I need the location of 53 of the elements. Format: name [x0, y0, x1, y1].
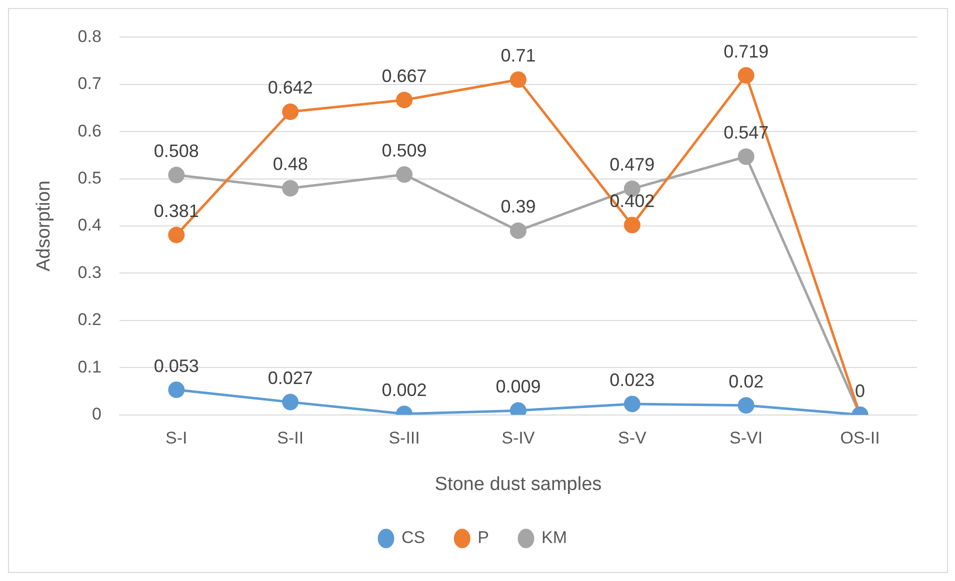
y-tick-label: 0.2 [78, 310, 102, 330]
y-tick-label: 0.6 [78, 121, 102, 140]
legend-label: CS [402, 528, 426, 548]
data-label: 0.02 [728, 371, 764, 392]
x-tick-label: S-IV [502, 428, 536, 448]
y-tick-label: 0.3 [78, 262, 102, 282]
legend-label: KM [541, 528, 567, 548]
point [282, 180, 299, 196]
data-label: 0.508 [154, 140, 199, 161]
data-label: 0.39 [500, 196, 536, 217]
x-tick-label: S-III [388, 428, 420, 448]
data-label: 0.053 [154, 356, 199, 376]
data-label: 0.48 [272, 154, 308, 174]
x-axis-title: Stone dust samples [434, 474, 602, 495]
y-tick-label: 0.4 [78, 216, 102, 235]
data-label: 0.027 [268, 368, 313, 388]
y-tick-label: 0.8 [78, 26, 102, 46]
point [738, 397, 754, 414]
point [282, 394, 299, 410]
y-tick-label: 0.7 [78, 74, 102, 94]
y-tick-label: 0.5 [78, 168, 102, 188]
data-label: 0.509 [382, 140, 427, 161]
point [624, 216, 640, 234]
point [510, 71, 526, 88]
data-label: 0.719 [724, 41, 769, 62]
x-tick-label: S-VI [730, 428, 763, 448]
data-label: 0.642 [268, 78, 313, 98]
y-tick-label: 0.1 [78, 357, 102, 376]
point [396, 92, 413, 108]
y-axis-title: Adsorption [34, 180, 55, 272]
data-label: 0.71 [500, 46, 536, 66]
data-label: 0.381 [154, 200, 199, 221]
x-tick-label: OS-II [840, 428, 880, 448]
point [510, 222, 526, 239]
x-tick-label: S-V [618, 428, 647, 448]
data-label: 0.479 [610, 154, 655, 175]
point [282, 104, 299, 120]
data-label: 0.023 [610, 370, 655, 390]
x-tick-label: S-I [166, 428, 188, 448]
point [168, 166, 185, 184]
x-tick-label: S-II [277, 428, 304, 448]
point [624, 396, 640, 412]
point [738, 148, 754, 165]
y-tick-label: 0 [92, 404, 102, 424]
data-label: 0.667 [382, 66, 427, 86]
data-label: 0 [855, 380, 866, 401]
point [168, 226, 185, 244]
data-label: 0.009 [496, 376, 541, 397]
point [396, 166, 413, 183]
data-label: 0.002 [382, 380, 427, 400]
legend-label: P [478, 528, 489, 548]
point [738, 67, 754, 84]
point [168, 382, 185, 398]
